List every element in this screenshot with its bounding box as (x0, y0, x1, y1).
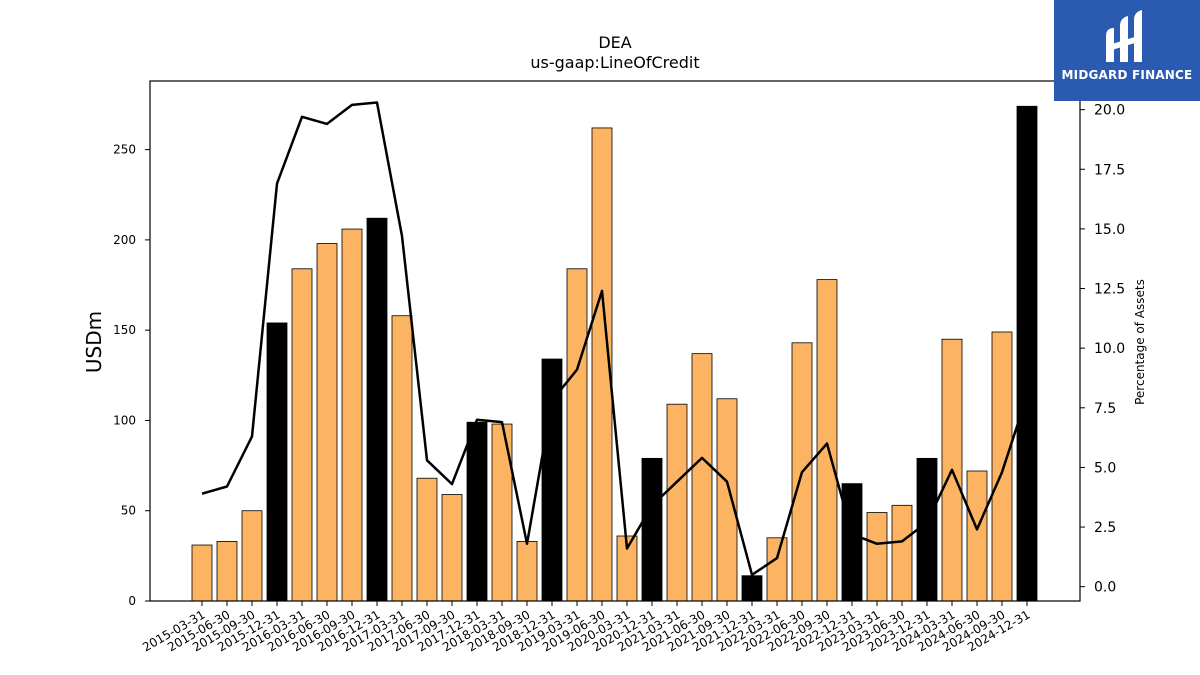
x-axis-ticks: 2015-03-312015-06-302015-09-302015-12-31… (140, 601, 1033, 654)
y2-tick-label: 10.0 (1094, 341, 1125, 357)
bar-2019-03-31 (566, 268, 588, 602)
bar-2022-12-31 (841, 483, 863, 602)
midgard-logo-icon (1106, 10, 1142, 62)
y2-tick-label: 5.0 (1094, 460, 1116, 476)
chart-subtitle: us-gaap:LineOfCredit (530, 53, 699, 72)
bar-2015-03-31 (191, 544, 213, 602)
y-tick-label: 0 (128, 594, 136, 608)
logo-text: MIDGARD FINANCE (1061, 68, 1193, 82)
bar-2015-12-31 (266, 322, 288, 602)
bar-2023-12-31 (916, 457, 938, 602)
y-tick-label: 50 (121, 504, 136, 518)
y2-tick-label: 7.5 (1094, 401, 1116, 417)
bar-2017-06-30 (416, 477, 438, 602)
bar-2024-06-30 (966, 470, 988, 602)
bar-2022-09-30 (816, 279, 838, 602)
y2-tick-label: 12.5 (1094, 282, 1125, 298)
y-tick-label: 200 (113, 233, 136, 247)
bar-2018-09-30 (516, 541, 538, 602)
bar-2017-09-30 (441, 494, 463, 602)
y2-tick-label: 20.0 (1094, 103, 1125, 119)
y2-tick-label: 0.0 (1094, 580, 1116, 596)
midgard-logo: MIDGARD FINANCE (1054, 0, 1200, 101)
bar-2020-12-31 (641, 457, 663, 602)
bar-2015-09-30 (241, 510, 263, 602)
bar-2023-06-30 (891, 504, 913, 602)
y-tick-label: 100 (113, 413, 136, 427)
bar-2021-03-31 (666, 403, 688, 602)
y2-tick-label: 15.0 (1094, 222, 1125, 238)
bar-2016-06-30 (316, 243, 338, 602)
bar-2023-03-31 (866, 512, 888, 602)
y-tick-label: 250 (113, 143, 136, 157)
bar-2021-06-30 (691, 353, 713, 602)
y2-tick-label: 17.5 (1094, 162, 1125, 178)
plot-frame (149, 80, 1081, 602)
bar-2016-03-31 (291, 268, 313, 602)
bar-2017-03-31 (391, 315, 413, 602)
bar-series (191, 105, 1038, 602)
bar-2016-12-31 (366, 217, 388, 602)
y2-axis-ticks: 0.0 2.5 5.0 7.5 10.0 12.5 15.0 17.5 20.0 (1080, 103, 1125, 596)
chart-title: DEA (598, 33, 631, 52)
y-axis-label: USDm (82, 311, 106, 373)
bar-2024-09-30 (991, 331, 1013, 602)
bar-2015-06-30 (216, 541, 238, 602)
y-tick-label: 150 (113, 323, 136, 337)
bar-2021-12-31 (741, 575, 763, 602)
y-axis-ticks: 0 50 100 150 200 250 (113, 143, 150, 608)
bar-2021-09-30 (716, 398, 738, 602)
bar-2017-12-31 (466, 421, 488, 602)
y2-tick-label: 2.5 (1094, 520, 1116, 536)
bar-2018-12-31 (541, 358, 563, 602)
bar-2022-03-31 (766, 537, 788, 602)
bar-2024-12-31 (1016, 105, 1038, 602)
percentage-of-assets-line (201, 101, 1029, 577)
bar-2016-09-30 (341, 228, 363, 602)
y2-axis-label: Percentage of Assets (1133, 279, 1147, 405)
